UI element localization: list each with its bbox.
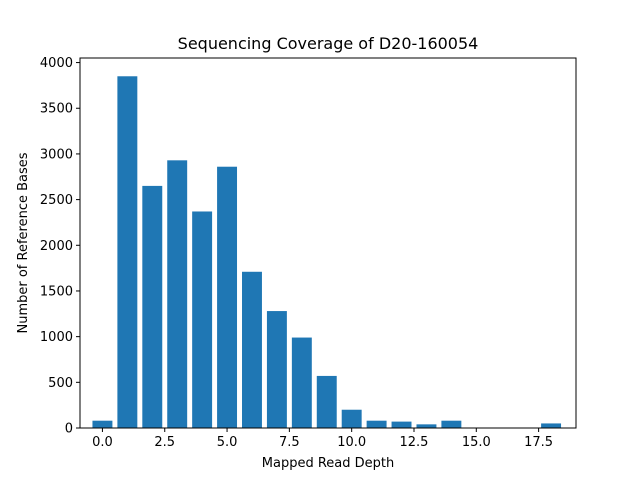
bar-depth-10 — [341, 409, 362, 428]
bar-depth-11 — [366, 420, 387, 428]
bar-depth-7 — [266, 311, 287, 428]
bar-depth-5 — [217, 166, 238, 428]
y-tick-label: 4000 — [40, 56, 73, 71]
y-tick-label: 1000 — [40, 330, 73, 345]
x-axis-label: Mapped Read Depth — [262, 456, 394, 471]
x-axis: 0.0 2.5 5.0 7.5 10.0 12.5 15.0 17.5 — [92, 428, 553, 450]
y-tick-label: 3000 — [40, 147, 73, 162]
bar-depth-0 — [92, 420, 113, 428]
bars-group — [92, 76, 562, 428]
bar-depth-14 — [441, 420, 462, 428]
x-tick-label: 0.0 — [92, 435, 113, 450]
bar-depth-13 — [416, 424, 437, 428]
y-tick-label: 500 — [48, 376, 73, 391]
bar-depth-9 — [316, 375, 337, 428]
y-tick-label: 2000 — [40, 239, 73, 254]
bar-depth-6 — [242, 271, 262, 428]
bar-depth-4 — [192, 211, 213, 428]
bar-depth-18 — [541, 423, 562, 428]
x-tick-label: 17.5 — [524, 435, 553, 450]
x-tick-label: 2.5 — [154, 435, 175, 450]
chart-title: Sequencing Coverage of D20-160054 — [178, 34, 479, 53]
x-tick-label: 10.0 — [337, 435, 366, 450]
y-tick-label: 3500 — [40, 102, 73, 117]
y-tick-label: 1500 — [40, 284, 73, 299]
x-tick-label: 15.0 — [462, 435, 491, 450]
y-tick-label: 0 — [65, 422, 73, 437]
x-tick-label: 5.0 — [217, 435, 238, 450]
bar-depth-3 — [167, 160, 188, 428]
bar-depth-12 — [391, 421, 412, 428]
plot-frame — [79, 57, 577, 429]
y-tick-label: 2500 — [40, 193, 73, 208]
bar-depth-1 — [117, 76, 138, 428]
bar-depth-8 — [291, 337, 312, 428]
x-tick-label: 12.5 — [400, 435, 429, 450]
bar-depth-2 — [142, 185, 163, 428]
x-tick-label: 7.5 — [279, 435, 300, 450]
y-axis-label: Number of Reference Bases — [16, 152, 31, 333]
y-axis: 0 500 1000 1500 2000 2500 3000 3500 4000 — [40, 56, 80, 437]
